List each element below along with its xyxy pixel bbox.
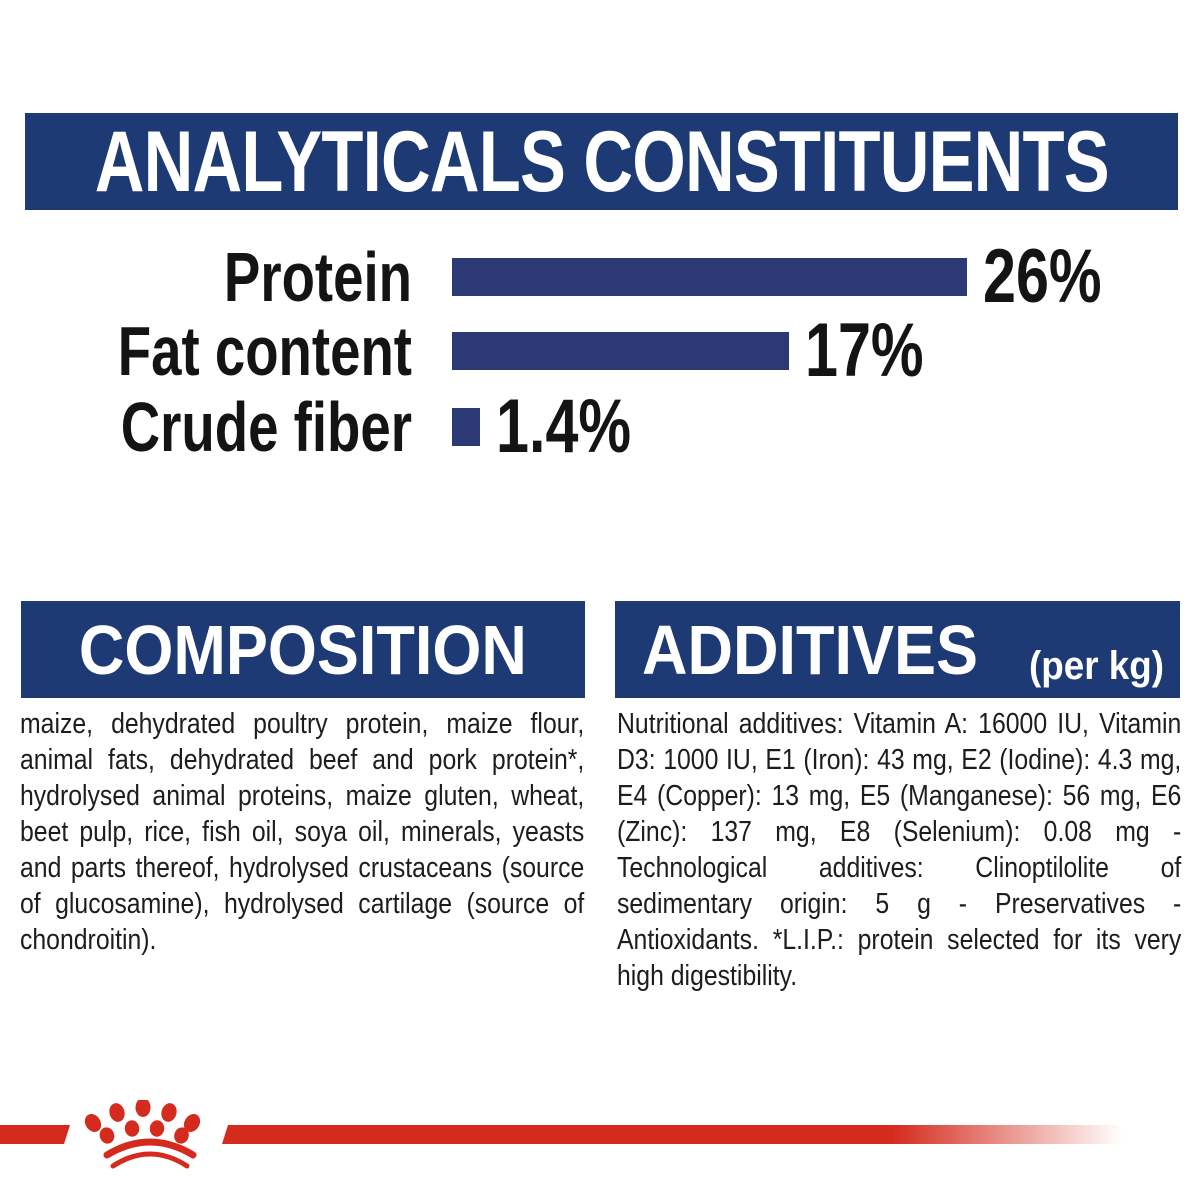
- additives-title-suffix: (per kg): [1029, 644, 1165, 688]
- analytical-constituents-header: ANALYTICALS CONSTITUENTS: [25, 113, 1178, 210]
- additives-header: ADDITIVES (per kg): [615, 601, 1180, 698]
- composition-body: maize, dehydrated poultry protein, maize…: [20, 708, 585, 956]
- royal-canin-crown-icon: [84, 1100, 201, 1169]
- chart-value-label: 1.4%: [496, 384, 632, 469]
- chart-category-label: Protein: [223, 238, 412, 316]
- chart-row: Crude fiber 1.4%: [0, 387, 1200, 467]
- footer-red-line-left: [0, 1125, 70, 1144]
- analytical-constituents-chart: Protein 26% Fat content 17% Crude fiber 1.4%: [0, 0, 1200, 520]
- composition-header: COMPOSITION: [21, 601, 585, 698]
- additives-title: ADDITIVES: [642, 610, 979, 689]
- additives-body: Nutritional additives: Vitamin A: 16000 …: [617, 708, 1182, 992]
- chart-bar: [452, 408, 480, 446]
- chart-bar: [452, 332, 789, 370]
- chart-value-label: 17%: [805, 308, 924, 393]
- chart-row: Protein 26%: [0, 237, 1200, 317]
- composition-title: COMPOSITION: [78, 610, 528, 689]
- chart-category-label: Fat content: [117, 312, 413, 390]
- chart-value-label: 26%: [983, 234, 1102, 319]
- page-title: ANALYTICALS CONSTITUENTS: [94, 113, 1109, 210]
- footer-red-line-right: [222, 1125, 1180, 1144]
- chart-bar: [452, 258, 967, 296]
- chart-row: Fat content 17%: [0, 311, 1200, 391]
- chart-category-label: Crude fiber: [120, 388, 413, 466]
